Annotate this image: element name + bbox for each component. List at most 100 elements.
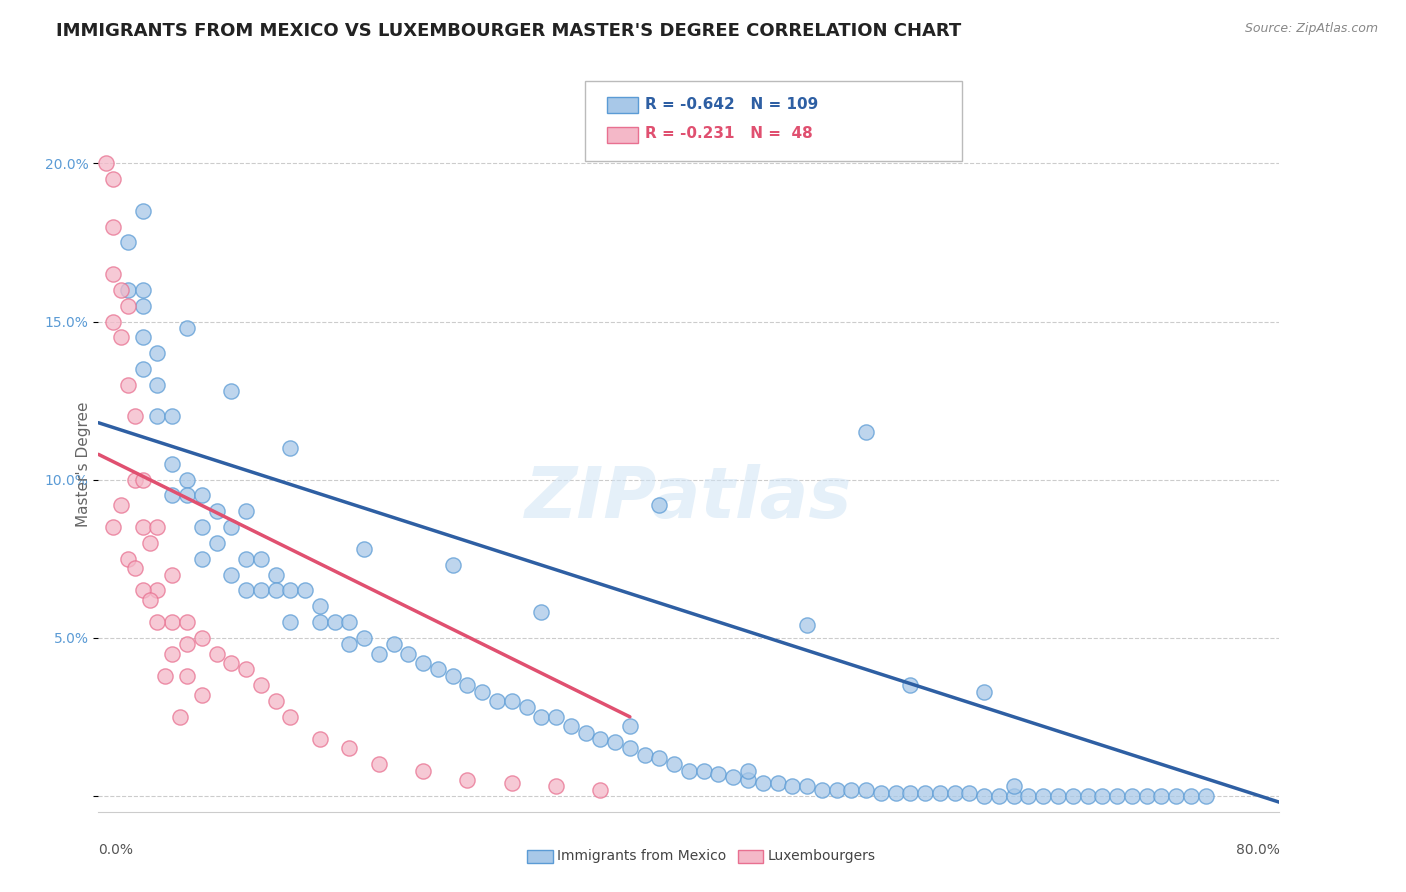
- Point: [110, 283, 132, 297]
- Point: [825, 782, 848, 797]
- Point: [162, 567, 183, 582]
- Point: [515, 700, 537, 714]
- Point: [117, 299, 139, 313]
- Point: [110, 498, 132, 512]
- Point: [796, 618, 818, 632]
- Point: [191, 631, 214, 645]
- Point: [368, 757, 391, 772]
- Point: [1105, 789, 1128, 803]
- Point: [589, 731, 612, 746]
- Point: [103, 267, 125, 281]
- Point: [250, 583, 273, 598]
- Point: [1150, 789, 1173, 803]
- Point: [124, 561, 146, 575]
- Point: [139, 592, 162, 607]
- Point: [396, 647, 419, 661]
- Point: [412, 764, 434, 778]
- Point: [219, 384, 242, 398]
- Point: [176, 321, 198, 335]
- Point: [264, 567, 287, 582]
- Point: [1121, 789, 1143, 803]
- Point: [560, 719, 582, 733]
- Point: [339, 615, 360, 629]
- Point: [914, 786, 936, 800]
- Point: [368, 647, 391, 661]
- Point: [219, 520, 242, 534]
- Point: [117, 235, 139, 250]
- Point: [530, 606, 553, 620]
- Point: [1077, 789, 1099, 803]
- Point: [132, 520, 155, 534]
- Point: [427, 662, 450, 676]
- Point: [103, 172, 125, 186]
- Point: [441, 558, 464, 572]
- Point: [250, 551, 273, 566]
- Point: [117, 283, 139, 297]
- Point: [235, 504, 257, 518]
- Text: Luxembourgers: Luxembourgers: [768, 849, 876, 863]
- Point: [693, 764, 716, 778]
- Point: [766, 776, 789, 790]
- Point: [132, 473, 155, 487]
- Text: R = -0.231   N =  48: R = -0.231 N = 48: [645, 127, 813, 141]
- Point: [169, 710, 191, 724]
- Point: [737, 773, 759, 788]
- Point: [146, 409, 169, 424]
- Point: [264, 583, 287, 598]
- Point: [162, 615, 183, 629]
- Point: [309, 615, 332, 629]
- Point: [110, 330, 132, 344]
- Point: [707, 766, 730, 780]
- Text: 80.0%: 80.0%: [1236, 843, 1279, 857]
- Point: [264, 694, 287, 708]
- Point: [412, 656, 434, 670]
- Point: [869, 786, 891, 800]
- Point: [1164, 789, 1187, 803]
- Point: [678, 764, 700, 778]
- Point: [146, 583, 169, 598]
- Point: [943, 786, 966, 800]
- Point: [589, 782, 612, 797]
- Point: [501, 776, 523, 790]
- Point: [884, 786, 907, 800]
- Text: Immigrants from Mexico: Immigrants from Mexico: [557, 849, 725, 863]
- Point: [796, 780, 818, 794]
- Point: [339, 741, 360, 756]
- Point: [1046, 789, 1069, 803]
- Point: [191, 551, 214, 566]
- Point: [205, 504, 228, 518]
- Point: [146, 346, 169, 360]
- Point: [94, 93, 117, 107]
- Point: [323, 615, 346, 629]
- Point: [132, 203, 155, 218]
- Y-axis label: Master's Degree: Master's Degree: [76, 401, 91, 526]
- Point: [219, 567, 242, 582]
- Point: [124, 473, 146, 487]
- Point: [928, 786, 950, 800]
- Point: [546, 780, 568, 794]
- Point: [235, 583, 257, 598]
- Point: [278, 583, 302, 598]
- Point: [441, 669, 464, 683]
- Point: [117, 551, 139, 566]
- Point: [605, 735, 627, 749]
- Point: [176, 488, 198, 502]
- Point: [205, 647, 228, 661]
- Point: [250, 678, 273, 692]
- Point: [648, 751, 671, 765]
- Point: [94, 156, 117, 170]
- Point: [191, 520, 214, 534]
- Point: [146, 520, 169, 534]
- Point: [235, 662, 257, 676]
- Point: [205, 536, 228, 550]
- Point: [153, 669, 176, 683]
- Point: [619, 741, 641, 756]
- Point: [146, 615, 169, 629]
- Point: [339, 637, 360, 651]
- Point: [737, 764, 759, 778]
- Point: [103, 314, 125, 328]
- Point: [456, 678, 478, 692]
- Point: [486, 694, 509, 708]
- Point: [1135, 789, 1157, 803]
- Point: [900, 678, 922, 692]
